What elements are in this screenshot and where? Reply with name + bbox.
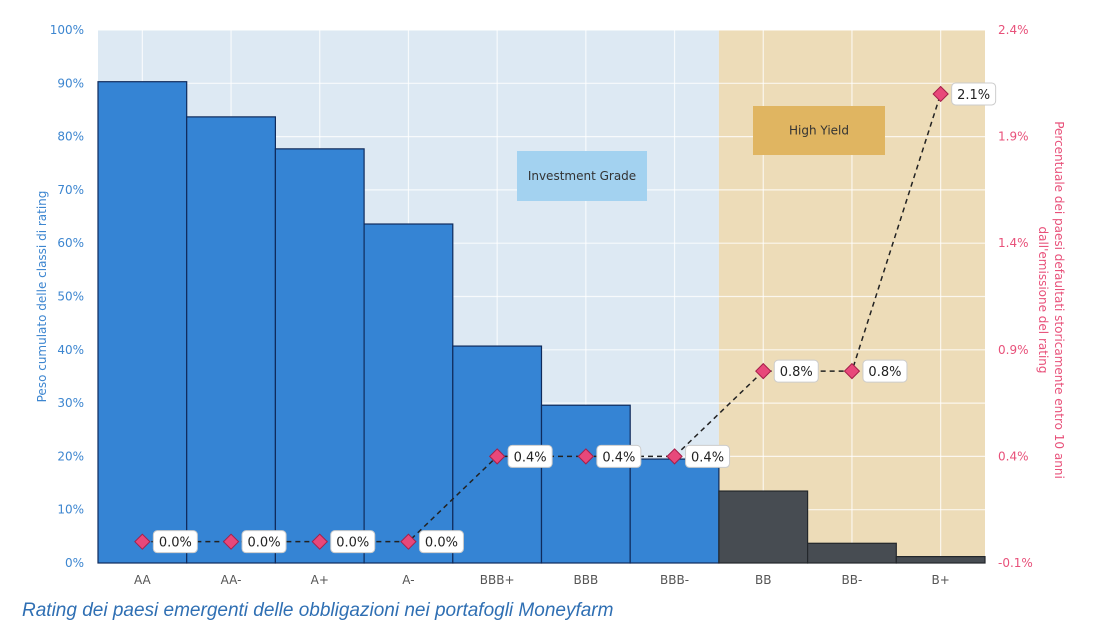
line-marker-AA (134, 533, 151, 550)
y-tick-label: 50% (57, 290, 84, 304)
x-tick-label: BB (755, 573, 771, 587)
y2-tick-label: 1.4% (998, 236, 1029, 250)
region-label-box (753, 106, 885, 155)
axes: 0%10%20%30%40%50%60%70%80%90%100%-0.1%0.… (35, 23, 1066, 587)
x-tick-label: BBB+ (480, 573, 515, 587)
y2-tick-label: 0.4% (998, 449, 1029, 463)
region-label-box (517, 151, 647, 201)
x-tick-label: BBB- (660, 573, 689, 587)
line-marker-BB- (843, 362, 861, 380)
y-tick-label: 40% (57, 343, 84, 357)
x-tick-label: AA (134, 573, 152, 587)
bar-BBB- (629, 458, 720, 564)
x-tick-label: AA- (221, 573, 242, 587)
x-tick-label: BB- (842, 573, 863, 587)
bar-BB (718, 490, 809, 564)
bar-BB- (806, 542, 897, 564)
bar-BBB (540, 404, 631, 564)
data-label-box (418, 530, 464, 554)
line-marker-BBB- (666, 448, 683, 465)
y2-axis-title-line: Percentuale dei paesi defaultati storica… (1052, 121, 1066, 479)
x-tick-label: B+ (932, 573, 950, 587)
y-tick-label: 70% (57, 183, 84, 197)
line-marker-AA- (222, 533, 240, 550)
y-axis-title: Peso cumulato delle classi di rating (35, 191, 49, 403)
line-marker-BBB+ (488, 448, 506, 465)
data-label: 0.4% (514, 450, 547, 465)
line-marker-BBB (577, 448, 595, 465)
data-label: 0.4% (691, 450, 724, 465)
data-label: 0.0% (248, 536, 281, 551)
line-marker-BB (755, 362, 772, 380)
y-tick-label: 90% (57, 76, 84, 90)
data-label: 0.8% (780, 365, 813, 380)
data-label-box (330, 530, 376, 554)
data-label: 0.0% (336, 536, 369, 551)
y2-tick-label: 1.9% (998, 130, 1029, 144)
data-label: 0.0% (159, 536, 192, 551)
bars (97, 81, 986, 564)
region-label: High Yield (789, 124, 849, 138)
region-labels: Investment Grade High Yield (517, 106, 885, 201)
line-marker-A+ (311, 533, 328, 550)
data-label-box (241, 530, 287, 554)
bar-A- (363, 223, 454, 564)
line-marker-B+ (932, 85, 949, 103)
bar-A+ (274, 148, 365, 564)
data-label: 0.8% (868, 365, 901, 380)
y-tick-label: 10% (57, 503, 84, 517)
x-tick-label: BBB (573, 573, 598, 587)
data-label-box (773, 359, 819, 383)
data-label-box (596, 444, 642, 468)
y2-tick-label: 0.9% (998, 343, 1029, 357)
region-label: Investment Grade (528, 169, 636, 183)
data-label-box (152, 530, 198, 554)
bar-B+ (895, 556, 986, 564)
y2-tick-label: -0.1% (998, 556, 1033, 570)
data-label-box (685, 444, 731, 468)
y-tick-label: 0% (65, 556, 84, 570)
bar-AA (97, 81, 188, 564)
data-label: 0.4% (602, 450, 635, 465)
data-label: 0.0% (425, 536, 458, 551)
y-tick-label: 80% (57, 130, 84, 144)
y-tick-label: 60% (57, 236, 84, 250)
chart-caption: Rating dei paesi emergenti delle obbliga… (22, 600, 614, 621)
data-label-box (951, 82, 997, 106)
bar-AA- (186, 116, 276, 564)
data-label-box (507, 444, 553, 468)
data-label: 2.1% (957, 88, 990, 103)
x-tick-label: A- (402, 573, 414, 587)
y-tick-label: 100% (50, 23, 84, 37)
y-tick-label: 30% (57, 396, 84, 410)
default-rate-line: 0.0% 0.0% 0.0% 0.0% 0.4% 0.4% 0.4% 0.8% 0.8% 2.1% (134, 82, 997, 554)
x-tick-label: A+ (311, 573, 329, 587)
y2-axis-title-line: dall'emissione del rating (1036, 226, 1050, 373)
data-label-box (862, 359, 908, 383)
y-tick-label: 20% (57, 449, 84, 463)
line-marker-A- (400, 533, 417, 550)
y2-tick-label: 2.4% (998, 23, 1029, 37)
